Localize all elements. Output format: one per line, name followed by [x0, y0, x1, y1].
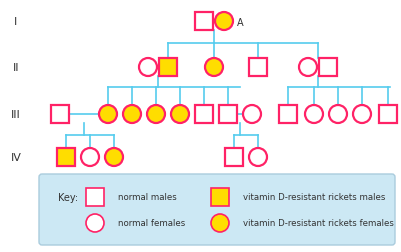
Circle shape — [205, 59, 223, 77]
Circle shape — [81, 148, 99, 166]
Bar — [378, 106, 396, 123]
Circle shape — [328, 106, 346, 123]
Circle shape — [99, 106, 117, 123]
Circle shape — [139, 59, 157, 77]
Bar — [194, 106, 213, 123]
Circle shape — [304, 106, 322, 123]
Bar — [225, 148, 242, 166]
Circle shape — [147, 106, 164, 123]
Circle shape — [352, 106, 370, 123]
Text: I: I — [14, 17, 18, 27]
Text: vitamin D-resistant rickets males: vitamin D-resistant rickets males — [242, 193, 385, 202]
Text: II: II — [13, 63, 19, 73]
Bar — [51, 106, 69, 123]
Text: III: III — [11, 110, 21, 119]
Bar — [248, 59, 266, 77]
Text: normal females: normal females — [118, 219, 185, 228]
Text: A: A — [237, 18, 243, 28]
Bar — [159, 59, 176, 77]
Bar — [278, 106, 296, 123]
Circle shape — [298, 59, 316, 77]
Circle shape — [105, 148, 123, 166]
Bar — [318, 59, 336, 77]
Circle shape — [170, 106, 188, 123]
Text: normal males: normal males — [118, 193, 176, 202]
Bar — [211, 188, 229, 206]
Circle shape — [211, 214, 229, 232]
Bar — [57, 148, 75, 166]
Circle shape — [215, 13, 233, 31]
Text: vitamin D-resistant rickets females: vitamin D-resistant rickets females — [242, 219, 393, 228]
Text: Key:: Key: — [58, 192, 78, 202]
Circle shape — [248, 148, 266, 166]
FancyBboxPatch shape — [39, 174, 394, 245]
Circle shape — [242, 106, 260, 123]
Bar — [219, 106, 237, 123]
Circle shape — [86, 214, 104, 232]
Circle shape — [123, 106, 141, 123]
Text: IV: IV — [10, 152, 21, 162]
Bar — [86, 188, 104, 206]
Bar — [194, 13, 213, 31]
